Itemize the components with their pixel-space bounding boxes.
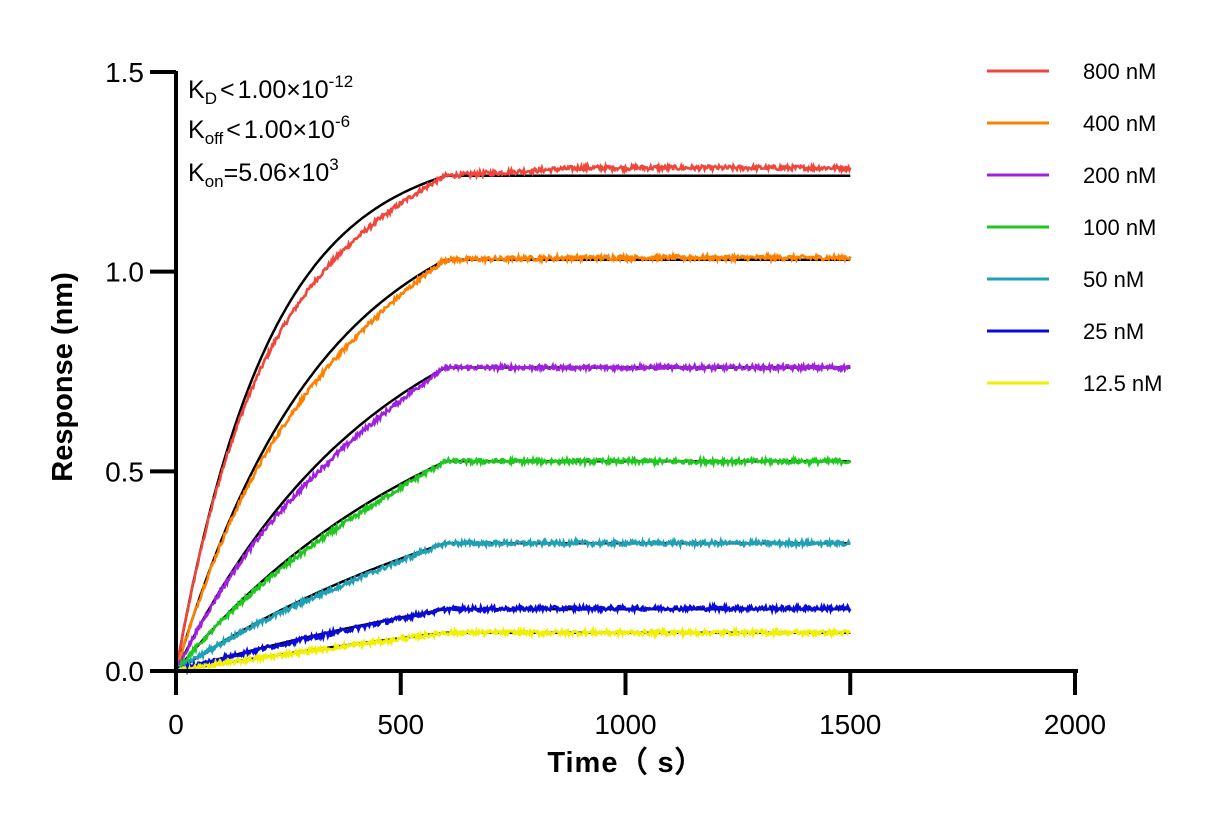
kd-annotation: KD <1.00×10-12 — [188, 72, 353, 108]
legend-label: 200 nM — [1083, 163, 1156, 188]
y-tick-label: 1.0 — [105, 257, 144, 288]
legend-label: 100 nM — [1083, 215, 1156, 240]
series-curve-400-nM — [176, 250, 852, 673]
x-axis-title: Time（ s） — [547, 746, 704, 779]
x-tick-label: 1000 — [594, 709, 656, 740]
fit-curve — [174, 366, 851, 672]
fit-curves — [174, 174, 851, 673]
legend: 800 nM 400 nM 200 nM 100 nM 50 nM 25 nM 12.5 n… — [987, 59, 1163, 396]
series-curve-200-nM — [176, 360, 851, 673]
x-tick-label: 500 — [377, 709, 424, 740]
y-tick-label: 1.5 — [105, 57, 144, 88]
legend-label: 400 nM — [1083, 111, 1156, 136]
series-curve-12-5-nM — [176, 625, 852, 675]
legend-label: 25 nM — [1083, 319, 1144, 344]
x-tick-label: 2000 — [1044, 709, 1106, 740]
x-tick-label: 1500 — [819, 709, 881, 740]
legend-label: 50 nM — [1083, 267, 1144, 292]
y-axis-title: Response (nm) — [47, 272, 79, 481]
fit-curve — [175, 460, 851, 672]
legend-label: 12.5 nM — [1083, 371, 1163, 396]
fit-curve — [175, 607, 851, 673]
fit-curve — [174, 174, 851, 672]
kon-annotation: Kon=5.06×103 — [188, 155, 339, 191]
x-tick-label: 0 — [168, 709, 184, 740]
kinetics-annotation: KD <1.00×10-12 Koff <1.00×10-6 Kon=5.06×10… — [188, 72, 353, 191]
koff-annotation: Koff <1.00×10-6 — [188, 112, 350, 148]
fit-curve — [175, 631, 851, 673]
series-curve-25-nM — [176, 601, 852, 676]
series-curve-100-nM — [176, 454, 852, 673]
y-ticks: 0.0 0.5 1.0 1.5 — [105, 57, 176, 687]
y-tick-label: 0.0 — [105, 656, 144, 687]
series-curve-50-nM — [176, 535, 851, 673]
x-ticks: 0 500 1000 1500 2000 — [168, 671, 1106, 740]
legend-label: 800 nM — [1083, 59, 1156, 84]
data-curves — [176, 160, 852, 676]
series-curve-800-nM — [176, 160, 852, 673]
y-tick-label: 0.5 — [105, 456, 144, 487]
